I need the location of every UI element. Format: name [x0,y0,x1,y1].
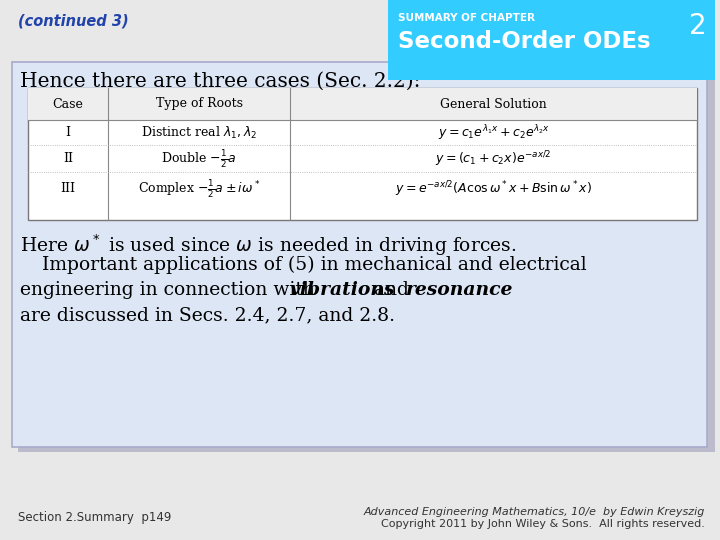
Text: engineering in connection with $\it{vibrations}$ and $\it{resonance}$: engineering in connection with $\it{vibr… [0,539,1,540]
Text: and: and [368,281,415,299]
Text: Case: Case [53,98,84,111]
Text: II: II [63,152,73,165]
Text: Second-Order ODEs: Second-Order ODEs [398,30,651,53]
Text: resonance: resonance [406,281,513,299]
Text: $y = c_1 e^{\lambda_1 x} + c_2 e^{\lambda_2 x}$: $y = c_1 e^{\lambda_1 x} + c_2 e^{\lambd… [438,124,549,143]
Text: Double $-\frac{1}{2}a$: Double $-\frac{1}{2}a$ [161,148,237,170]
Text: $y = e^{-ax/2}(A \cos \omega^* x + B \sin \omega^* x)$: $y = e^{-ax/2}(A \cos \omega^* x + B \si… [395,179,592,199]
Text: Advanced Engineering Mathematics, 10/e  by Edwin Kreyszig: Advanced Engineering Mathematics, 10/e b… [364,507,705,517]
Bar [28,88,697,120]
Text: III: III [60,183,76,195]
Text: Complex $-\frac{1}{2}a \pm i\omega^*$: Complex $-\frac{1}{2}a \pm i\omega^*$ [138,178,260,200]
Bar [28,88,697,220]
Text: Hence there are three cases (Sec. 2.2):: Hence there are three cases (Sec. 2.2): [20,72,420,91]
Text: are discussed in Secs. 2.4, 2.7, and 2.8.: are discussed in Secs. 2.4, 2.7, and 2.8… [20,306,395,324]
Text: (continued 3): (continued 3) [18,13,129,28]
Text: Here $\omega^*$ is used since $\omega$ is needed in driving forces.: Here $\omega^*$ is used since $\omega$ i… [20,232,516,258]
Text: I: I [66,126,71,139]
Text: Copyright 2011 by John Wiley & Sons.  All rights reserved.: Copyright 2011 by John Wiley & Sons. All… [381,519,705,529]
Text: Important applications of (5) in mechanical and electrical: Important applications of (5) in mechani… [42,256,587,274]
Text: 2: 2 [689,12,707,40]
Text: Distinct real $\lambda_1, \lambda_2$: Distinct real $\lambda_1, \lambda_2$ [141,125,257,141]
Text: Type of Roots: Type of Roots [156,98,243,111]
Bar [388,0,715,80]
Bar [18,67,715,452]
Text: vibrations: vibrations [290,281,395,299]
Text: $y = (c_1 + c_2 x)e^{-ax/2}$: $y = (c_1 + c_2 x)e^{-ax/2}$ [436,149,552,169]
Text: General Solution: General Solution [440,98,547,111]
Text: engineering in connection with: engineering in connection with [20,281,321,299]
Text: Section 2.Summary  p149: Section 2.Summary p149 [18,511,171,524]
Bar [12,62,707,447]
Text: SUMMARY OF CHAPTER: SUMMARY OF CHAPTER [398,13,535,23]
